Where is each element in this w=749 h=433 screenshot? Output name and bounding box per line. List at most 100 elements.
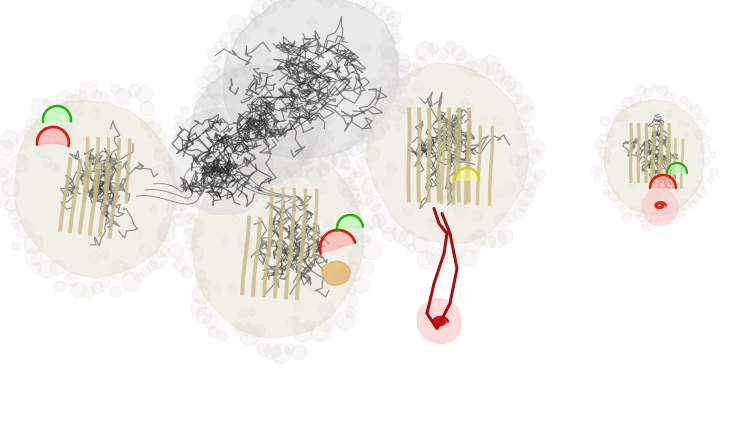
Circle shape (340, 84, 347, 90)
Circle shape (249, 11, 258, 20)
Circle shape (181, 177, 201, 197)
Circle shape (347, 285, 357, 295)
Circle shape (309, 75, 317, 82)
Circle shape (448, 206, 454, 212)
Circle shape (24, 126, 37, 139)
Circle shape (279, 168, 288, 176)
Circle shape (321, 0, 333, 8)
Circle shape (139, 244, 151, 256)
Circle shape (267, 168, 279, 180)
Circle shape (240, 325, 260, 346)
Circle shape (527, 149, 541, 163)
Circle shape (197, 278, 210, 291)
Circle shape (646, 129, 652, 136)
Circle shape (392, 226, 408, 242)
Circle shape (336, 0, 354, 8)
Circle shape (605, 128, 615, 138)
Circle shape (439, 253, 448, 262)
Circle shape (679, 120, 685, 126)
Circle shape (261, 75, 270, 84)
Circle shape (619, 205, 625, 212)
Circle shape (602, 189, 610, 196)
Circle shape (26, 117, 37, 128)
Circle shape (679, 199, 690, 210)
Circle shape (287, 162, 302, 178)
Circle shape (184, 239, 196, 251)
Circle shape (103, 161, 109, 167)
Circle shape (217, 185, 225, 193)
Circle shape (8, 210, 19, 220)
Circle shape (389, 105, 404, 120)
Circle shape (184, 218, 204, 239)
Circle shape (129, 84, 141, 97)
Circle shape (286, 202, 298, 214)
Circle shape (265, 59, 277, 71)
Circle shape (169, 243, 184, 259)
Circle shape (321, 100, 331, 109)
Circle shape (352, 224, 360, 233)
Circle shape (41, 156, 52, 167)
Circle shape (300, 169, 308, 178)
Circle shape (220, 115, 227, 122)
Circle shape (208, 72, 219, 83)
Circle shape (156, 234, 168, 246)
Circle shape (204, 65, 220, 82)
Circle shape (348, 249, 365, 265)
Circle shape (0, 168, 12, 187)
Circle shape (349, 194, 362, 207)
Circle shape (696, 114, 703, 120)
Circle shape (318, 109, 325, 116)
Circle shape (163, 155, 172, 165)
Circle shape (658, 214, 665, 222)
Polygon shape (37, 127, 69, 146)
Circle shape (464, 88, 471, 95)
Circle shape (652, 84, 658, 91)
Circle shape (383, 24, 398, 39)
Circle shape (667, 145, 673, 151)
Circle shape (506, 212, 516, 223)
Circle shape (92, 231, 102, 240)
Circle shape (0, 188, 9, 207)
Circle shape (218, 129, 228, 139)
Circle shape (451, 197, 461, 207)
Circle shape (709, 152, 716, 158)
Circle shape (253, 47, 261, 55)
Circle shape (181, 106, 189, 115)
Circle shape (233, 141, 240, 148)
Circle shape (285, 89, 294, 97)
Circle shape (282, 133, 290, 142)
Circle shape (247, 158, 264, 174)
Circle shape (262, 194, 270, 202)
Circle shape (124, 177, 134, 187)
Circle shape (672, 100, 677, 106)
Circle shape (410, 127, 419, 137)
Circle shape (322, 281, 330, 288)
Circle shape (43, 98, 53, 108)
Circle shape (523, 184, 536, 197)
Circle shape (195, 271, 206, 282)
Polygon shape (14, 100, 177, 278)
Circle shape (204, 174, 212, 183)
Circle shape (211, 93, 222, 104)
Polygon shape (642, 190, 678, 225)
Circle shape (315, 181, 328, 194)
Circle shape (294, 302, 303, 312)
Circle shape (386, 12, 401, 26)
Polygon shape (321, 261, 351, 285)
Circle shape (358, 190, 373, 206)
Circle shape (615, 197, 622, 205)
Circle shape (122, 272, 141, 291)
Circle shape (409, 157, 419, 167)
Circle shape (71, 283, 87, 298)
Circle shape (369, 90, 380, 101)
Circle shape (692, 187, 697, 192)
Circle shape (79, 82, 97, 100)
Circle shape (685, 132, 688, 136)
Circle shape (292, 130, 309, 148)
Circle shape (286, 151, 294, 159)
Circle shape (257, 94, 264, 101)
Circle shape (244, 187, 251, 193)
Circle shape (614, 109, 626, 121)
Circle shape (599, 133, 608, 142)
Circle shape (411, 98, 417, 104)
